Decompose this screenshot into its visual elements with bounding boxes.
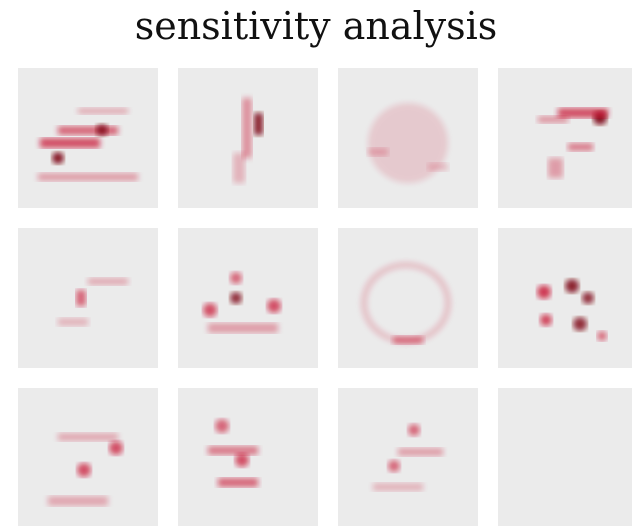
sensitivity-blob xyxy=(565,279,579,293)
heatmap-panel xyxy=(498,388,632,526)
sensitivity-blob xyxy=(538,116,568,123)
page: {"title": "sensitivity analysis"} sensit… xyxy=(0,0,632,526)
sensitivity-blob xyxy=(38,173,138,181)
sensitivity-blob xyxy=(428,163,448,171)
sensitivity-blob xyxy=(388,460,400,472)
heatmap-panel xyxy=(18,228,158,368)
sensitivity-blob xyxy=(267,299,281,313)
sensitivity-blob xyxy=(58,318,88,326)
heatmap-panel xyxy=(178,388,318,526)
panel-background xyxy=(498,228,632,368)
heatmap-panel xyxy=(18,68,158,208)
heatmap-panel xyxy=(498,228,632,368)
sensitivity-blob xyxy=(568,143,593,151)
sensitivity-blob xyxy=(208,323,278,333)
sensitivity-blob xyxy=(58,433,118,441)
heatmap-panel xyxy=(178,228,318,368)
sensitivity-blob xyxy=(597,331,607,341)
sensitivity-blob xyxy=(368,148,388,156)
panel-background xyxy=(18,228,158,368)
sensitivity-blob xyxy=(208,446,258,455)
heatmap-panel xyxy=(338,68,478,208)
sensitivity-blob xyxy=(254,113,263,135)
sensitivity-blob xyxy=(96,124,108,136)
sensitivity-blob xyxy=(40,138,100,148)
sensitivity-blob xyxy=(76,290,86,306)
sensitivity-blob xyxy=(203,303,217,317)
panel-background xyxy=(178,228,318,368)
heatmap-panel xyxy=(498,68,632,208)
sensitivity-blob xyxy=(537,285,551,299)
heatmap-panel xyxy=(18,388,158,526)
sensitivity-blob xyxy=(233,153,245,183)
sensitivity-blob xyxy=(52,152,64,164)
panel-background xyxy=(338,228,478,368)
sensitivity-blob xyxy=(582,292,594,304)
sensitivity-blob xyxy=(242,98,252,158)
sensitivity-blob xyxy=(230,292,242,304)
sensitivity-blob xyxy=(398,448,443,456)
sensitivity-blob xyxy=(218,478,258,487)
sensitivity-blob xyxy=(78,108,128,114)
sensitivity-blob xyxy=(77,463,91,477)
sensitivity-blob xyxy=(548,158,563,178)
sensitivity-blob xyxy=(408,424,420,436)
panel-background xyxy=(498,68,632,208)
sensitivity-blob xyxy=(58,126,118,135)
sensitivity-blob xyxy=(573,317,587,331)
sensitivity-blob xyxy=(235,453,249,467)
panel-background xyxy=(498,388,632,526)
panel-background xyxy=(338,388,478,526)
sensitivity-blob xyxy=(215,419,229,433)
heatmap-panel xyxy=(338,228,478,368)
sensitivity-blob xyxy=(373,483,423,491)
sensitivity-blob xyxy=(540,314,552,326)
heatmap-panel xyxy=(178,68,318,208)
heatmap-grid xyxy=(0,0,632,526)
sensitivity-blob xyxy=(393,336,423,344)
sensitivity-blob xyxy=(88,278,128,285)
sensitivity-blob xyxy=(48,496,108,506)
heatmap-panel xyxy=(338,388,478,526)
sensitivity-blob xyxy=(109,441,123,455)
sensitivity-blob xyxy=(230,272,242,284)
